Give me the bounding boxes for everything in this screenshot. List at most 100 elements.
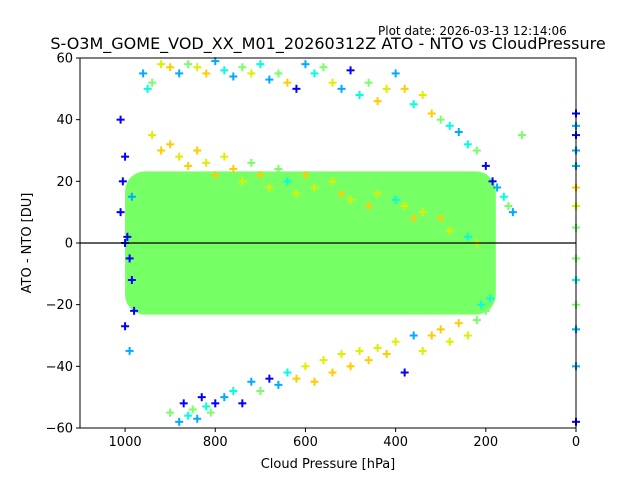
data-point [220,152,229,161]
data-point [477,300,486,309]
data-point [454,319,463,328]
data-point [211,171,220,180]
data-point [445,226,454,235]
x-tick-label: 800 [203,435,228,450]
data-point [486,294,495,303]
data-point [179,399,188,408]
data-point [116,115,125,124]
x-tick-label: 600 [293,435,318,450]
data-point [400,84,409,93]
data-point [508,208,517,217]
data-point [143,84,152,93]
y-tick-label: −60 [46,422,73,437]
data-point [265,183,274,192]
data-point [123,232,132,241]
x-tick-label: 400 [383,435,408,450]
data-point [274,69,283,78]
data-point [382,208,391,217]
data-point [292,189,301,198]
data-point [301,171,310,180]
data-point [400,202,409,210]
data-point [125,346,134,355]
data-point [127,192,136,201]
data-point [517,131,526,140]
data-point [193,63,202,72]
data-point [472,316,481,325]
data-point [310,377,319,386]
data-point [463,232,472,241]
y-axis-label: ATO - NTO [DU] [20,193,35,294]
data-point [427,220,436,229]
data-point [346,66,355,75]
data-point [481,306,490,315]
data-point [504,202,513,210]
data-point [211,399,220,408]
data-point [418,208,427,217]
data-point [427,109,436,118]
data-point [206,408,215,417]
data-point [310,183,319,192]
data-point [373,189,382,198]
y-tick-label: −20 [46,298,73,313]
data-point [202,158,211,167]
data-point [328,177,337,186]
data-point [139,69,148,78]
data-point [157,60,166,69]
data-point [301,60,310,69]
x-axis: 1000 800 600 400 200 0 [109,428,580,450]
data-point [188,405,197,414]
data-point [319,192,328,201]
data-point [265,75,274,84]
data-point [238,177,247,186]
data-point [301,362,310,371]
data-point [454,220,463,229]
data-point [274,165,283,173]
data-point [346,195,355,204]
data-point [364,78,373,87]
x-tick-label: 200 [473,435,498,450]
data-point [391,69,400,78]
data-point [202,69,211,78]
data-point [283,177,292,186]
data-point [148,78,157,87]
data-point [166,63,175,72]
data-point [346,362,355,371]
data-point [319,63,328,72]
data-point [337,350,346,358]
y-tick-label: −40 [46,360,73,375]
data-point [445,337,454,346]
data-point [373,343,382,352]
data-point [493,183,502,192]
data-point [355,91,364,99]
data-point [148,131,157,140]
data-point [364,202,373,210]
data-point [229,72,238,81]
data-point [292,374,301,383]
data-point [488,177,497,186]
data-point [247,158,256,167]
data-point [283,78,292,87]
data-point [463,331,472,340]
data-point [391,337,400,346]
data-point [283,368,292,377]
data-point [400,368,409,377]
data-point [418,346,427,355]
data-point [130,306,139,315]
data-point [184,161,193,170]
chart-title: S-O3M_GOME_VOD_XX_M01_20260312Z ATO - NT… [50,34,606,53]
y-tick-label: 0 [65,237,73,252]
data-point [409,214,418,223]
data-point [238,399,247,408]
data-point [472,146,481,155]
data-point [220,393,229,402]
data-point [175,152,184,161]
plot-date: Plot date: 2026-03-13 12:14:06 [378,24,567,38]
data-point [256,60,265,69]
data-point [328,368,337,377]
data-point [409,100,418,109]
x-tick-label: 0 [572,435,580,450]
data-point [197,393,206,402]
data-point [247,69,256,78]
data-point [355,346,364,355]
